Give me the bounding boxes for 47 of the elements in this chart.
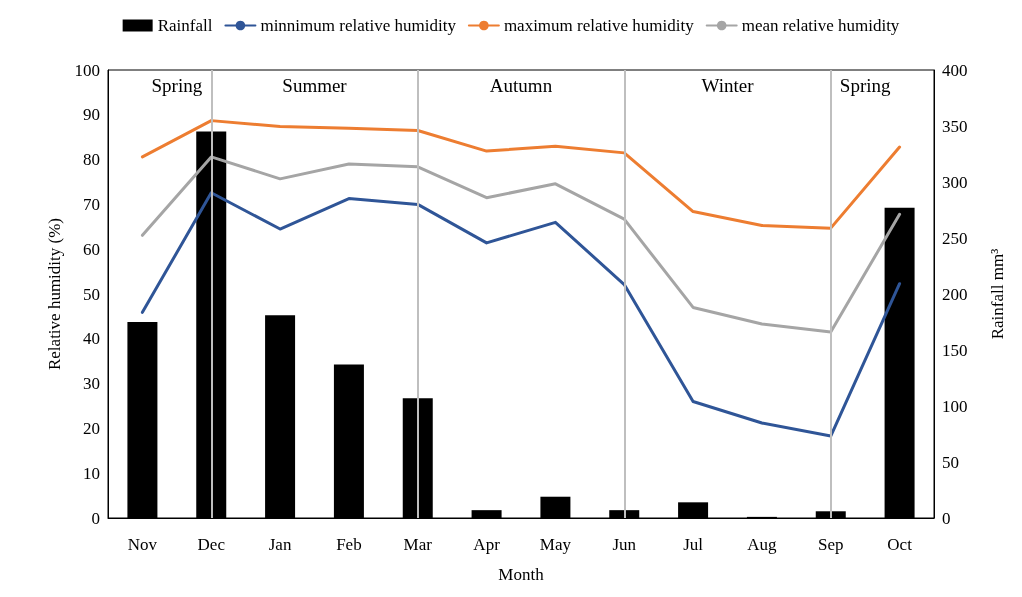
y2-tick-label: 300	[942, 172, 968, 192]
y-tick-label: 20	[83, 418, 100, 438]
x-tick-label: May	[539, 535, 572, 554]
y-tick-label: 0	[91, 508, 100, 528]
y2-tick-label: 100	[942, 396, 968, 416]
y-tick-label: 30	[83, 374, 100, 394]
y2-tick-label: 150	[942, 340, 968, 360]
x-axis-title: Month	[498, 565, 545, 584]
annotation: Spring	[151, 75, 203, 96]
line-series	[140, 119, 902, 230]
legend-label: Rainfall	[157, 16, 213, 35]
y2-tick-label: 200	[942, 284, 968, 304]
annotation: Spring	[839, 75, 891, 96]
y2-tick-label: 250	[942, 228, 968, 248]
y2-axis-title: Rainfall mm³	[988, 248, 1007, 340]
y-tick-label: 10	[83, 463, 100, 483]
x-tick-label: Feb	[336, 535, 362, 554]
x-tick-label: Dec	[197, 535, 226, 554]
x-tick-label: Aug	[747, 535, 778, 554]
x-tick-label: Mar	[403, 535, 433, 554]
y-axis-title: Relative humidity (%)	[45, 217, 64, 371]
y2-tick-label: 350	[942, 116, 968, 136]
y2-tick-label: 0	[942, 508, 951, 528]
y-tick-label: 40	[83, 329, 100, 349]
x-tick-label: Nov	[127, 535, 158, 554]
y-tick-label: 50	[83, 284, 100, 304]
legend-label: maximum relative humidity	[503, 16, 695, 35]
y-tick-label: 90	[83, 105, 100, 125]
y-tick-label: 70	[83, 194, 100, 214]
x-tick-label: Jan	[268, 535, 292, 554]
y2-tick-label: 400	[942, 60, 968, 80]
annotation: Autumn	[489, 75, 553, 96]
x-tick-label: Oct	[887, 535, 913, 554]
legend-label: minnimum relative humidity	[260, 16, 457, 35]
line-series	[140, 191, 902, 438]
x-tick-label: Jun	[612, 535, 637, 554]
x-tick-label: Jul	[683, 535, 704, 554]
x-tick-label: Apr	[473, 535, 501, 554]
annotation: Winter	[701, 75, 755, 96]
y2-tick-label: 50	[942, 452, 959, 472]
y-tick-label: 80	[83, 150, 100, 170]
legend-label: mean relative humidity	[741, 16, 900, 35]
y-tick-label: 100	[74, 60, 100, 80]
x-tick-label: Sep	[818, 535, 844, 554]
line-series	[140, 155, 902, 334]
y-tick-label: 60	[83, 239, 100, 259]
annotation: Summer	[282, 75, 348, 96]
